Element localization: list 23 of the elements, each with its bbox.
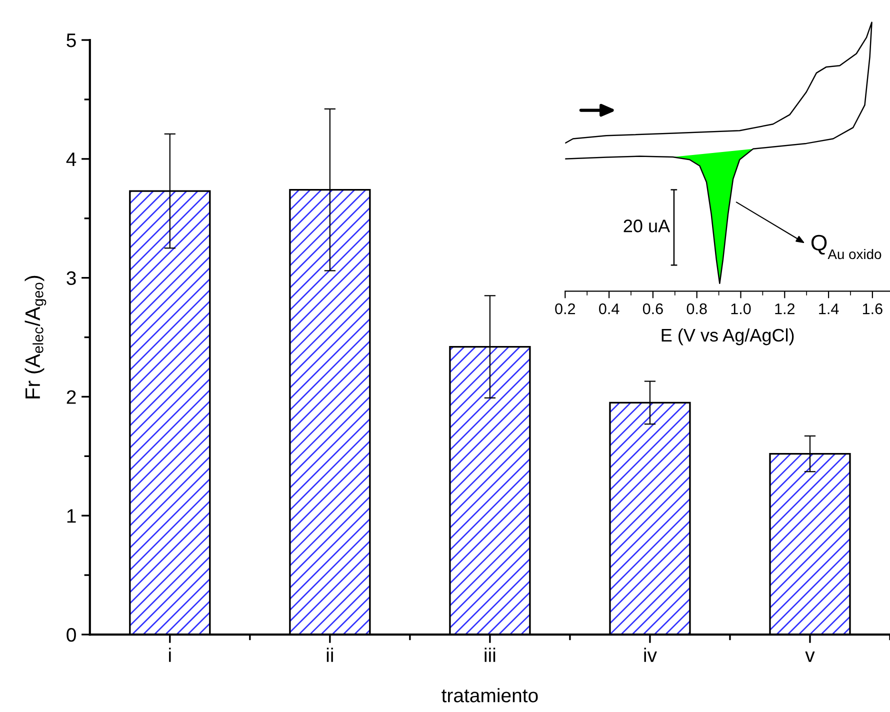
x-tick-label: 0.2 — [555, 303, 576, 314]
x-tick-label: 1.2 — [775, 303, 794, 314]
x-tick-label: ii — [326, 648, 333, 662]
x-tick-label: 1.0 — [731, 303, 751, 314]
annotation: 20 uA — [624, 220, 670, 232]
y-tick-label: 3 — [66, 271, 76, 286]
y-tick-label: 4 — [66, 152, 76, 166]
x-tick-label: i — [169, 648, 171, 662]
x-tick-label: 0.8 — [686, 303, 707, 314]
x-tick-label: 0.4 — [599, 303, 620, 314]
x-tick-label: 0.6 — [642, 303, 663, 314]
x-tick-label: iv — [644, 648, 657, 662]
x-axis-title: tratamiento — [442, 688, 538, 702]
y-axis-title: Fr (A$_{elec}$/A$_{geo}$) — [24, 276, 46, 398]
y-tick-label: 0 — [66, 628, 76, 642]
x-tick-label: iii — [484, 648, 496, 662]
x-axis-title: E (V vs Ag/AgCl) — [662, 328, 794, 346]
x-tick-label: v — [805, 652, 815, 662]
y-tick-label: 2 — [66, 390, 76, 404]
y-tick-label: 5 — [66, 34, 76, 48]
x-tick-label: 1.6 — [862, 303, 882, 314]
x-tick-label: 1.4 — [819, 304, 839, 314]
y-tick-label: 1 — [67, 509, 76, 523]
